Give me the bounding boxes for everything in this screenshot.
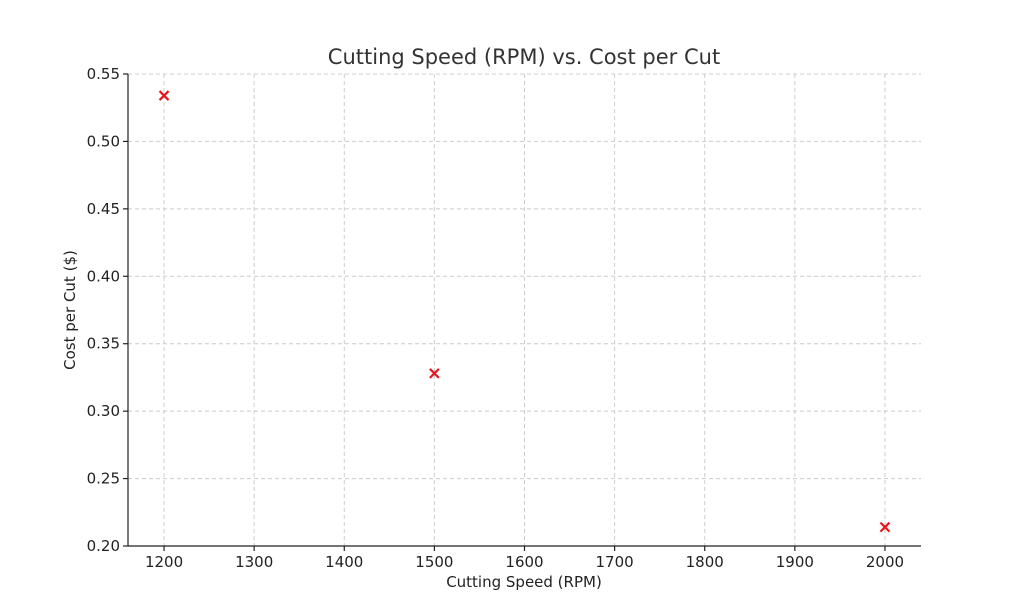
data-point — [879, 521, 891, 533]
y-tick-label: 0.25 — [87, 470, 120, 488]
x-axis-ticks: 1200 1300 1400 1500 1600 1700 1800 1900 2000 — [145, 546, 904, 571]
y-tick-label: 0.30 — [87, 402, 120, 420]
data-point — [429, 368, 440, 379]
y-tick-label: 0.45 — [87, 200, 120, 218]
x-tick-label: 1900 — [776, 553, 814, 571]
y-tick-label: 0.20 — [87, 537, 120, 555]
x-tick-label: 2000 — [866, 553, 904, 571]
y-tick-label: 0.50 — [87, 132, 120, 150]
x-tick-label: 1800 — [686, 553, 724, 571]
y-axis-label: Cost per Cut ($) — [61, 250, 79, 370]
y-tick-label: 0.55 — [87, 65, 120, 83]
data-points — [158, 90, 891, 533]
x-tick-label: 1300 — [235, 553, 273, 571]
x-tick-label: 1500 — [415, 553, 453, 571]
x-tick-label: 1600 — [505, 553, 543, 571]
y-tick-label: 0.40 — [87, 267, 120, 285]
y-axis-ticks: 0.20 0.25 0.30 0.35 0.40 0.45 0.50 0.55 — [87, 65, 128, 555]
grid-lines — [128, 73, 921, 547]
x-axis-label: Cutting Speed (RPM) — [446, 573, 602, 591]
x-tick-label: 1700 — [596, 553, 634, 571]
x-tick-label: 1200 — [145, 553, 183, 571]
y-tick-label: 0.35 — [87, 335, 120, 353]
chart-title: Cutting Speed (RPM) vs. Cost per Cut — [328, 45, 720, 69]
x-tick-label: 1400 — [325, 553, 363, 571]
data-point — [158, 90, 170, 101]
